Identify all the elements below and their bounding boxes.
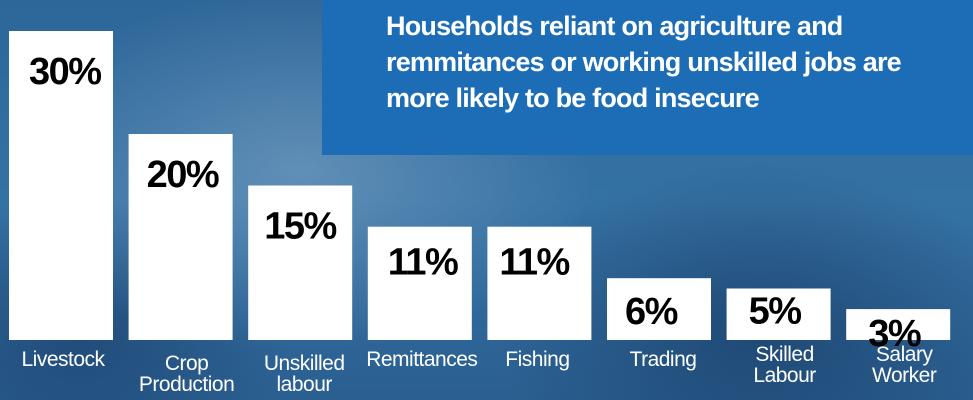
category-label-line: Salary: [876, 343, 934, 366]
category-label: Livestock: [21, 348, 105, 371]
bar: [846, 309, 951, 340]
bar-value-label: 15%: [264, 206, 336, 248]
headline: Households reliant on agriculture and re…: [386, 11, 902, 113]
category-label: Salary Worker: [872, 343, 937, 387]
bar-value-label: 6%: [625, 291, 678, 333]
category-label-line: Crop: [165, 352, 209, 375]
category-label: Remittances: [366, 348, 477, 371]
bar-value-label: 20%: [147, 154, 219, 196]
category-label-line: Remittances: [366, 348, 477, 371]
category-label: Fishing: [505, 348, 569, 371]
bar-value-label: 11%: [388, 242, 458, 284]
bar: [726, 288, 831, 340]
bar-value-label: 3%: [868, 313, 921, 355]
category-label-line: Trading: [630, 348, 697, 371]
bar: [487, 226, 592, 340]
bar: [9, 31, 113, 340]
category-label: Skilled Labour: [753, 343, 816, 387]
bar-value-label: 11%: [499, 242, 569, 284]
category-label: Unskilled labour: [264, 352, 345, 396]
bar-value-label: 30%: [29, 51, 101, 93]
category-label-line: Labour: [753, 364, 816, 387]
category-label-line: Skilled: [755, 343, 813, 366]
headline-panel: [322, 0, 973, 155]
category-label: Trading: [630, 348, 697, 371]
category-label: Crop Production: [139, 352, 234, 396]
bar-value-label: 5%: [749, 291, 802, 333]
bar: [128, 134, 233, 340]
category-label-line: labour: [277, 373, 333, 396]
category-label-line: Unskilled: [264, 352, 345, 375]
bar: [248, 185, 353, 340]
bar: [607, 278, 711, 340]
category-label-line: Fishing: [505, 348, 569, 371]
bar: [367, 226, 472, 340]
category-label-line: Production: [139, 373, 234, 396]
category-label-line: Worker: [872, 364, 937, 387]
category-label-line: Livestock: [21, 348, 105, 371]
